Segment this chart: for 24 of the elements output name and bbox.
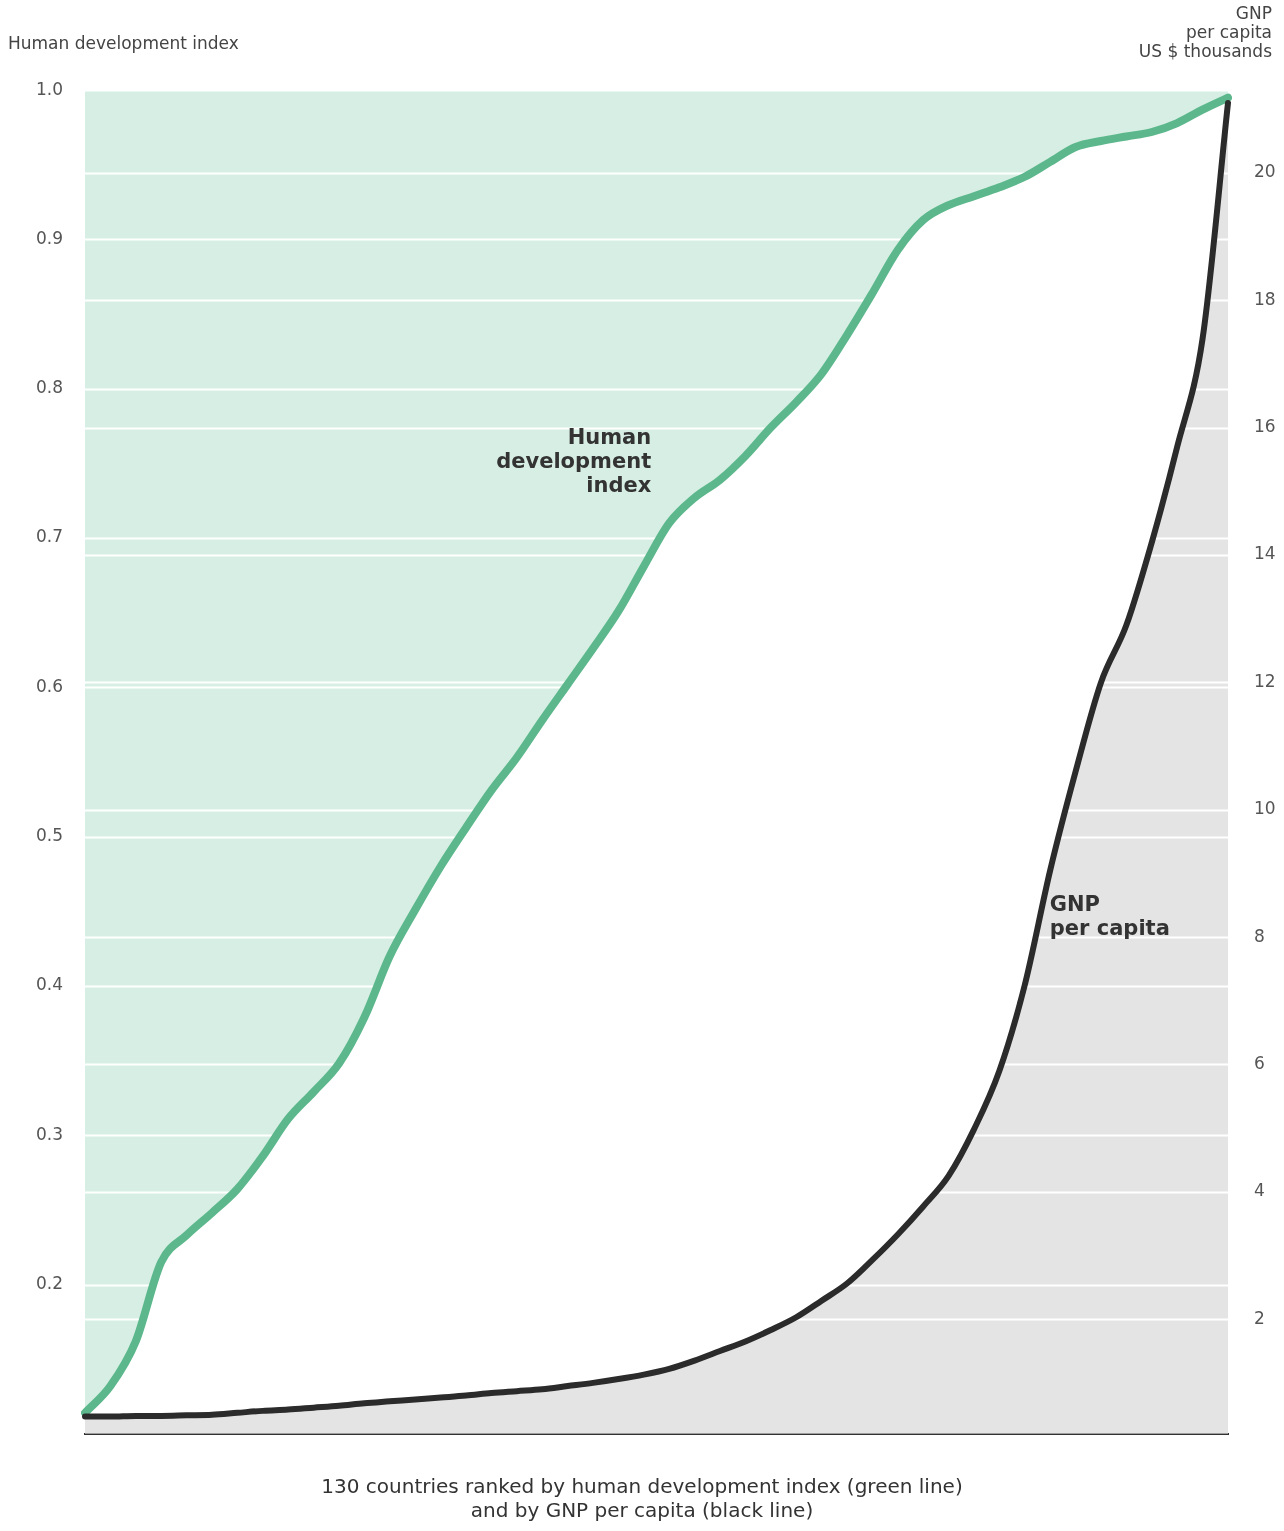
y2-tick-label: 6 [1254, 1052, 1265, 1073]
x-axis-title: 130 countries ranked by human development index (green line) and by GNP per capita (black line) [320, 1474, 964, 1522]
y-tick-label: 0.6 [35, 675, 63, 696]
y-tick-label: 0.8 [35, 377, 63, 398]
y2-tick-label: 18 [1254, 288, 1276, 309]
y-tick-label: 0.9 [35, 227, 63, 248]
y2-axis-title: GNP per capita US $ thousands [1138, 3, 1272, 61]
y-axis-title: Human development index [8, 33, 239, 53]
y2-tick-label: 16 [1254, 416, 1276, 437]
y-tick-label: 0.7 [35, 526, 63, 547]
y2-tick-label: 10 [1254, 798, 1276, 819]
y2-tick-label: 2 [1254, 1307, 1265, 1328]
series-label: Human development index [496, 425, 652, 498]
y2-tick-label: 20 [1254, 161, 1276, 182]
y-tick-label: 0.4 [35, 974, 63, 995]
y-tick-label: 0.2 [35, 1272, 63, 1293]
y-tick-label: 0.5 [35, 825, 63, 846]
y2-tick-label: 4 [1254, 1180, 1265, 1201]
y2-tick-label: 8 [1254, 925, 1265, 946]
y-tick-label: 0.3 [35, 1123, 63, 1144]
series-label: GNP per capita [1049, 891, 1170, 940]
y2-tick-label: 14 [1254, 543, 1276, 564]
y-tick-label: 1.0 [35, 78, 63, 99]
y2-tick-label: 12 [1254, 670, 1276, 691]
